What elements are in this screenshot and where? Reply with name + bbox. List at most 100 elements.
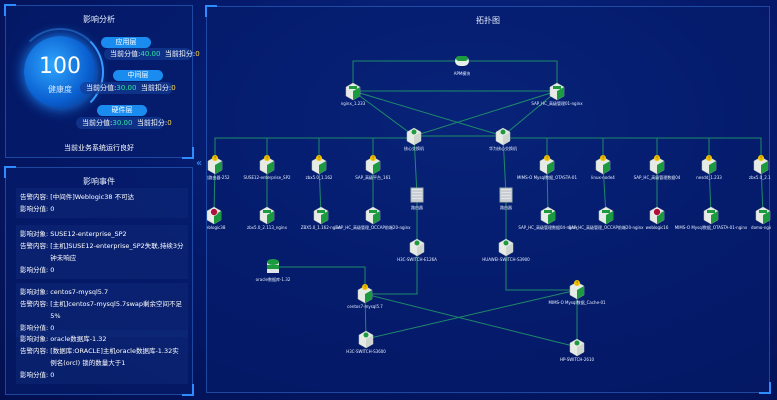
node-label: SAP_HC_高级管理_OCCAP前端20-nginx xyxy=(568,224,644,230)
node-label: nesdd_1.233 xyxy=(696,175,722,180)
topology-node[interactable]: nginx_1.233 xyxy=(341,82,366,106)
topology-node[interactable]: ! zbx5.0_2.11 xyxy=(749,155,771,180)
topology-node[interactable]: ! SAP_HC_高级管理数据04 xyxy=(634,155,681,180)
event-field-label: 影响分值: xyxy=(20,324,49,332)
topology-node[interactable]: 华为核心交换机 xyxy=(489,127,517,151)
topology-node[interactable]: ZBX5.0_1.162-nginx xyxy=(301,206,342,230)
topology-node[interactable]: ! SAP_高级平台_161 xyxy=(355,155,391,180)
topology-link xyxy=(503,137,658,165)
event-field-value: [中间件]Weblogic38 不可达 xyxy=(50,193,135,201)
node-label: nginx_1.233 xyxy=(341,101,366,106)
topology-node[interactable]: H3C-SWITCH-E126A xyxy=(397,238,437,262)
topology-node[interactable]: APM模块 xyxy=(454,56,471,76)
switch-icon xyxy=(498,238,514,257)
event-item[interactable]: 影响对象: oracle数据库-1.32 告警内容: [数据库:ORACLE]主机or… xyxy=(16,330,188,384)
host-warning-icon: ! xyxy=(569,280,585,300)
host-warning-icon: ! xyxy=(259,155,275,175)
event-field-label: 影响对象: xyxy=(20,335,49,343)
layer-badge: 硬件层 xyxy=(97,105,147,116)
topology-link xyxy=(364,293,578,348)
node-label: MIMS-O Mysql数据_Cache-01 xyxy=(548,299,606,305)
topology-node[interactable]: MIMS-O Mysql数据_OTASTA-01-nginx xyxy=(675,206,748,230)
node-label: H3C-SWITCH-S3600 xyxy=(346,349,386,354)
layer-badge: 应用层 xyxy=(101,37,151,48)
topology-node[interactable]: weblogic38 xyxy=(207,206,226,230)
event-field-label: 告警内容: xyxy=(20,193,49,201)
layer-score-row: 当前分值:30.00 当前扣分:0 xyxy=(76,117,172,129)
globe-icon xyxy=(24,36,96,108)
topology-link xyxy=(502,90,558,137)
topology-node[interactable]: weblogic16 xyxy=(646,206,669,230)
topology-node[interactable]: ! centos7-mysql5.7 xyxy=(347,284,383,309)
switch-icon xyxy=(409,238,425,257)
topology-node[interactable]: 路由器 xyxy=(410,187,424,210)
topology-node[interactable]: 核心交换机 xyxy=(404,127,424,151)
topology-node[interactable]: SAP_HC_高级管理_OCCAP前端20-nginx xyxy=(335,206,411,230)
topology-node[interactable]: SAP_HC_高级管理_OCCAP前端20-nginx xyxy=(568,206,644,230)
svg-text:!: ! xyxy=(318,156,320,161)
event-item[interactable]: 影响对象: centos7-mysql5.7 告警内容: [主机]centos7-my… xyxy=(16,283,188,337)
topology-node[interactable]: ! MIMS-O Mysql数据_Cache-01 xyxy=(548,280,606,305)
topology-node[interactable]: ! linux-node4 xyxy=(591,155,615,180)
app-icon xyxy=(259,206,275,225)
host-warning-icon: ! xyxy=(649,155,665,175)
node-label: linux-node4 xyxy=(591,175,615,180)
svg-text:!: ! xyxy=(656,156,658,161)
node-label: SUSE12-enterprise_SP2 xyxy=(243,175,291,180)
event-item[interactable]: 影响对象: SUSE12-enterprise_SP2 告警内容: [主机]SUSE1… xyxy=(16,225,188,279)
topology-node[interactable]: HUAWEI-SWITCH-S3900 xyxy=(482,238,530,262)
health-label: 健康度 xyxy=(48,85,72,94)
topology-node[interactable]: domo-nginx xyxy=(751,206,771,230)
topology-node[interactable]: zbx5.0_2.113_nginx xyxy=(247,206,288,230)
topology-node[interactable]: SAP_HC_高级管理01-nginx xyxy=(531,82,583,106)
host-warning-icon: ! xyxy=(207,155,223,175)
node-label: SAP_高级平台_161 xyxy=(355,174,391,180)
panel-title: 影响分析 xyxy=(83,15,115,24)
topology-node[interactable]: HP-SWITCH-2610 xyxy=(560,338,595,362)
svg-text:!: ! xyxy=(266,156,268,161)
node-label: weblogic16 xyxy=(646,225,669,230)
weblogic-icon xyxy=(207,206,222,225)
topology-node[interactable]: ! zbx5.0_1.162 xyxy=(306,155,333,180)
event-field-label: 告警内容: xyxy=(20,300,49,308)
app-icon xyxy=(313,206,329,225)
node-label: APM模块 xyxy=(454,70,471,76)
topology-link xyxy=(413,135,418,196)
event-field-value: [主机]SUSE12-enterprise_SP2失联,持续3分钟未响应 xyxy=(50,242,184,262)
node-label: MIMS-O Mysql数据_OTASTA-01-nginx xyxy=(675,224,748,230)
event-item[interactable]: 告警内容: [中间件]Weblogic38 不可达 影响分值: 0 xyxy=(16,188,188,218)
switch-icon xyxy=(358,330,374,349)
topology-node[interactable]: SAP_HC_高级管理数据04-nginx xyxy=(518,206,578,230)
node-label: oracle数据库-1.32 xyxy=(256,276,291,282)
svg-text:!: ! xyxy=(372,156,374,161)
svg-text:!: ! xyxy=(546,156,548,161)
topology-node[interactable]: ! MIMS-O Mysql数据_OTASTA-01 xyxy=(517,155,577,180)
host-warning-icon: ! xyxy=(357,284,373,304)
event-field-label: 告警内容: xyxy=(20,242,49,250)
node-label: 智能路由器-252 xyxy=(207,174,230,180)
topology-node[interactable]: oracle数据库-1.32 xyxy=(256,259,291,282)
svg-text:!: ! xyxy=(364,285,366,290)
host-warning-icon: ! xyxy=(595,155,611,175)
topology-link xyxy=(462,60,558,91)
event-field-label: 告警内容: xyxy=(20,347,49,355)
topology-node[interactable]: ! SUSE12-enterprise_SP2 xyxy=(243,155,291,180)
event-field-value: 0 xyxy=(50,324,55,332)
layer-score-row: 当前分值:30.00 当前扣分:0 xyxy=(80,82,176,94)
node-label: 路由器 xyxy=(500,204,512,210)
event-field-value: centos7-mysql5.7 xyxy=(50,288,109,296)
layer-badge: 中间层 xyxy=(113,70,163,81)
node-label: domo-nginx xyxy=(751,225,771,230)
ring-decoration xyxy=(16,28,104,116)
svg-text:!: ! xyxy=(576,281,578,286)
node-label: 核心交换机 xyxy=(404,145,424,151)
health-score: 100 xyxy=(39,54,81,79)
collapse-icon[interactable]: « xyxy=(196,158,203,169)
node-label: SAP_HC_高级管理01-nginx xyxy=(531,100,583,106)
topology-node[interactable]: ! nesdd_1.233 xyxy=(696,155,722,180)
topology-node[interactable]: 路由器 xyxy=(499,187,513,210)
topology-node[interactable]: H3C-SWITCH-S3600 xyxy=(346,330,386,354)
topology-link xyxy=(505,247,577,291)
app-icon xyxy=(703,206,719,225)
topology-node[interactable]: ! 智能路由器-252 xyxy=(207,155,230,180)
